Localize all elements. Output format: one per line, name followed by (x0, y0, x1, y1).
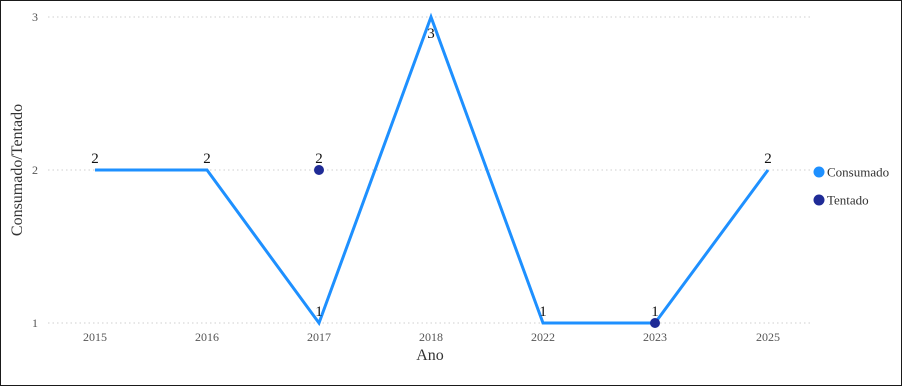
x-tick-label: 2016 (195, 330, 219, 344)
legend-marker-tentado (813, 194, 825, 206)
x-tick-label: 2018 (419, 330, 443, 344)
data-label: 1 (539, 304, 547, 320)
y-tick-label: 1 (32, 316, 38, 330)
y-tick-label: 2 (32, 163, 38, 177)
series-point-tentado (650, 318, 660, 328)
x-axis-ticks: 2015 2016 2017 2018 2022 2023 2025 (83, 330, 780, 344)
data-label: 3 (427, 26, 435, 42)
data-label: 2 (315, 151, 323, 167)
legend-marker-consumado (813, 166, 825, 178)
y-axis-ticks: 1 2 3 (32, 10, 38, 330)
x-tick-label: 2025 (756, 330, 780, 344)
series-points (314, 165, 660, 328)
y-tick-label: 3 (32, 10, 38, 24)
legend-label: Tentado (827, 193, 869, 208)
data-label: 2 (91, 151, 99, 167)
data-label: 2 (764, 151, 772, 167)
legend-label: Consumado (827, 165, 889, 180)
data-label: 2 (203, 151, 211, 167)
data-label: 1 (651, 304, 659, 320)
x-tick-label: 2017 (307, 330, 331, 344)
y-axis-title: Consumado/Tentado (9, 104, 26, 236)
series-point-tentado (314, 165, 324, 175)
x-tick-label: 2023 (643, 330, 667, 344)
x-tick-label: 2022 (531, 330, 555, 344)
legend: Consumado Tentado (813, 165, 889, 208)
x-axis-title: Ano (416, 347, 444, 364)
x-tick-label: 2015 (83, 330, 107, 344)
data-labels: 2 2 2 1 3 1 1 2 (91, 26, 772, 320)
data-label: 1 (315, 304, 323, 320)
